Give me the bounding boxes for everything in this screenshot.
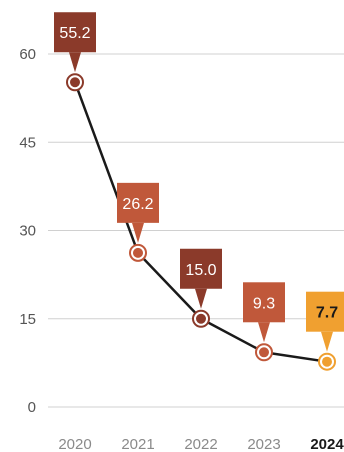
data-point-dot	[70, 77, 80, 88]
label-box	[117, 182, 159, 223]
data-point-dot	[133, 247, 143, 258]
x-category-label: 2021	[121, 436, 154, 452]
data-point-2021	[129, 243, 147, 262]
data-label-2021: 26.2	[117, 182, 159, 243]
x-axis-categories: 2020 2021 2022 2023 2024	[58, 436, 344, 452]
x-category-label: 2020	[58, 436, 91, 452]
data-point-dot	[322, 356, 332, 367]
data-label-text: 55.2	[59, 25, 90, 42]
data-points	[66, 73, 336, 371]
gridlines	[48, 53, 344, 408]
data-label-2024: 7.7	[306, 291, 344, 352]
label-pointer	[132, 222, 144, 243]
label-box	[54, 12, 96, 53]
data-label-text: 7.7	[316, 305, 338, 322]
data-point-2024	[318, 352, 336, 371]
data-point-dot	[259, 347, 269, 358]
label-pointer	[321, 331, 333, 352]
data-label-text: 15.0	[185, 262, 216, 279]
data-point-2022	[192, 309, 210, 328]
label-box	[180, 248, 222, 289]
label-box	[243, 282, 285, 323]
y-axis-ticks: 0 15 30 45 60	[19, 46, 36, 416]
x-category-label: 2024	[310, 436, 344, 452]
x-category-label: 2023	[247, 436, 280, 452]
data-point-2020	[66, 73, 84, 92]
y-tick-label: 45	[19, 134, 36, 151]
y-tick-label: 30	[19, 223, 36, 240]
data-label-2022: 15.0	[180, 248, 222, 309]
y-tick-label: 60	[19, 46, 36, 63]
data-label-2020: 55.2	[54, 12, 96, 73]
y-tick-label: 15	[19, 311, 36, 328]
data-point-dot	[196, 313, 206, 324]
label-pointer	[195, 288, 207, 309]
y-tick-label: 0	[28, 399, 36, 416]
data-labels: 55.2 26.2 15.0 9.3 7.7	[54, 12, 344, 352]
data-label-text: 26.2	[122, 196, 153, 213]
data-point-2023	[255, 343, 273, 362]
x-category-label: 2022	[184, 436, 217, 452]
label-pointer	[69, 52, 81, 73]
data-label-2023: 9.3	[243, 282, 285, 343]
label-box	[306, 291, 344, 332]
data-label-text: 9.3	[253, 295, 275, 312]
label-pointer	[258, 322, 270, 343]
